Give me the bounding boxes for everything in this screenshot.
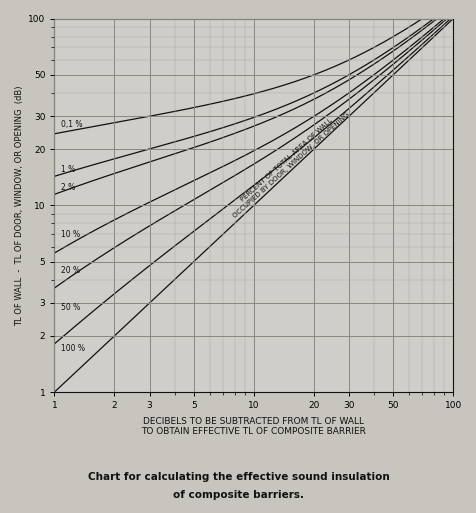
Text: 0,1 %: 0,1 % (61, 120, 82, 129)
Text: 50 %: 50 % (61, 303, 80, 311)
Text: 10 %: 10 % (61, 230, 80, 239)
Text: of composite barriers.: of composite barriers. (173, 490, 303, 500)
Y-axis label: TL OF WALL  -  TL OF DOOR, WINDOW, OR OPENING  (dB): TL OF WALL - TL OF DOOR, WINDOW, OR OPEN… (15, 85, 24, 326)
Text: PERCENT OF TOTAL AREA OF WALL
OCCUPIED BY DOOR, WINDOW, OR OPENING: PERCENT OF TOTAL AREA OF WALL OCCUPIED B… (227, 106, 350, 219)
Text: 100 %: 100 % (61, 344, 85, 352)
Text: 1 %: 1 % (61, 165, 75, 174)
X-axis label: DECIBELS TO BE SUBTRACTED FROM TL OF WALL
TO OBTAIN EFFECTIVE TL OF COMPOSITE BA: DECIBELS TO BE SUBTRACTED FROM TL OF WAL… (141, 417, 366, 437)
Text: Chart for calculating the effective sound insulation: Chart for calculating the effective soun… (88, 472, 388, 482)
Text: 20 %: 20 % (61, 266, 80, 274)
Text: 2 %: 2 % (61, 183, 75, 192)
